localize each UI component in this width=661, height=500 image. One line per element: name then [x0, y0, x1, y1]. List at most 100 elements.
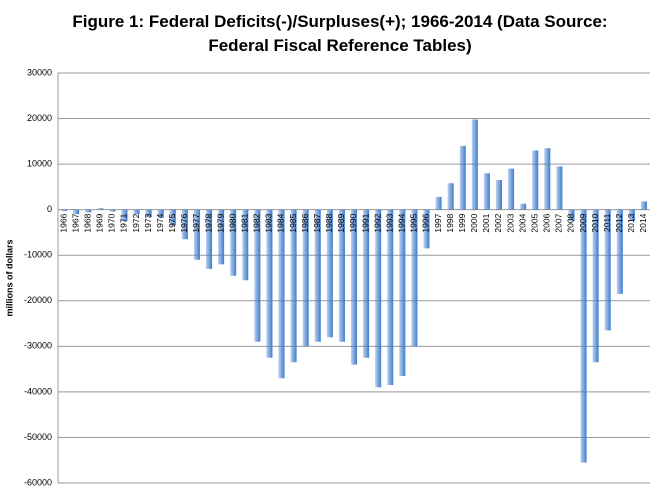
x-tick-label: 1991 — [360, 213, 370, 232]
x-tick-label: 1968 — [82, 213, 92, 232]
x-tick-label: 2011 — [602, 213, 612, 232]
bar — [592, 209, 599, 363]
bar — [314, 209, 321, 342]
y-tick-label: 0 — [47, 204, 52, 214]
x-tick-label: 2008 — [566, 213, 576, 232]
x-tick-label: 1998 — [445, 213, 455, 232]
bar — [532, 150, 539, 210]
x-tick-label: 1982 — [252, 213, 262, 232]
bar — [423, 209, 430, 249]
bar — [61, 209, 68, 212]
x-tick-label: 1966 — [58, 213, 68, 232]
x-tick-label: 1986 — [300, 213, 310, 232]
y-tick-label: 20000 — [27, 113, 52, 123]
bar — [218, 209, 225, 265]
bar — [628, 209, 635, 222]
bar — [145, 209, 152, 217]
bar — [399, 209, 406, 376]
bar — [157, 209, 164, 218]
x-tick-label: 1973 — [143, 213, 153, 232]
y-tick-label: -60000 — [24, 477, 52, 487]
bar — [363, 209, 370, 358]
bar — [640, 201, 647, 210]
x-tick-label: 1970 — [107, 213, 117, 232]
bar — [568, 209, 575, 222]
bar — [254, 209, 261, 342]
bar — [435, 196, 442, 210]
x-tick-label: 2014 — [638, 213, 648, 232]
bar — [97, 208, 104, 210]
y-tick-label: -30000 — [24, 341, 52, 351]
bar — [181, 209, 188, 240]
bar — [616, 209, 623, 294]
bar — [580, 209, 587, 463]
x-tick-label: 1997 — [433, 213, 443, 232]
bar — [508, 168, 515, 210]
bar — [544, 148, 551, 210]
x-tick-label: 2013 — [626, 213, 636, 232]
bar — [290, 209, 297, 363]
bar — [73, 209, 80, 215]
bar — [483, 173, 490, 210]
x-tick-label: 1988 — [324, 213, 334, 232]
x-tick-label: 1969 — [95, 213, 105, 232]
y-tick-label: 10000 — [27, 158, 52, 168]
bar — [495, 180, 502, 210]
x-tick-label: 2009 — [578, 213, 588, 232]
x-tick-label: 1983 — [264, 213, 274, 232]
bar — [459, 145, 466, 210]
x-tick-label: 1967 — [70, 213, 80, 232]
bar — [242, 209, 249, 281]
y-tick-label: -20000 — [24, 295, 52, 305]
x-tick-label: 1993 — [384, 213, 394, 232]
y-tick-label: -10000 — [24, 250, 52, 260]
x-tick-label: 1999 — [457, 213, 467, 232]
x-tick-label: 1989 — [336, 213, 346, 232]
bar — [338, 209, 345, 342]
bar — [206, 209, 213, 269]
x-tick-label: 1990 — [348, 213, 358, 232]
bar — [133, 209, 140, 215]
x-tick-label: 1981 — [240, 213, 250, 232]
x-tick-label: 1979 — [215, 213, 225, 232]
bar — [375, 209, 382, 388]
x-tick-label: 1984 — [276, 213, 286, 232]
bar — [350, 209, 358, 365]
y-tick-label: -50000 — [24, 432, 52, 442]
x-tick-label: 2005 — [529, 213, 539, 232]
bar — [85, 209, 92, 213]
bar — [471, 119, 478, 210]
x-tick-label: 2007 — [554, 213, 564, 232]
bar — [278, 209, 285, 379]
x-tick-label: 2010 — [590, 213, 600, 232]
x-tick-label: 1974 — [155, 213, 165, 232]
bar — [230, 209, 237, 276]
bar — [109, 209, 116, 212]
bar — [302, 209, 309, 347]
bar — [326, 209, 333, 338]
x-tick-label: 2001 — [481, 213, 491, 232]
x-tick-label: 1992 — [372, 213, 382, 232]
x-tick-label: 1987 — [312, 213, 322, 232]
x-tick-label: 1972 — [131, 213, 141, 232]
x-tick-label: 1976 — [179, 213, 189, 232]
x-tick-label: 1996 — [421, 213, 431, 232]
x-tick-label: 1971 — [119, 213, 129, 232]
bar — [447, 183, 454, 210]
bar — [193, 209, 200, 260]
x-tick-label: 1985 — [288, 213, 298, 232]
x-tick-label: 2002 — [493, 213, 503, 232]
bar — [266, 209, 273, 358]
x-tick-label: 2003 — [505, 213, 515, 232]
x-tick-label: 1977 — [191, 213, 201, 232]
x-tick-label: 1975 — [167, 213, 177, 232]
x-tick-label: 1995 — [409, 213, 419, 232]
bar — [121, 209, 128, 222]
x-tick-label: 2012 — [614, 213, 624, 232]
bar — [520, 203, 527, 210]
chart-title: Figure 1: Federal Deficits(-)/Surpluses(… — [72, 12, 608, 55]
x-tick-label: 1978 — [203, 213, 213, 232]
x-tick-label: 2006 — [542, 213, 552, 232]
